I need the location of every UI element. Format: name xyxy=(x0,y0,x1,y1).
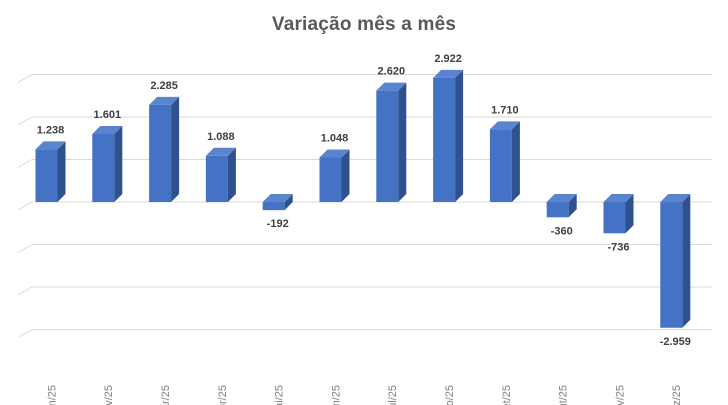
data-label: 2.922 xyxy=(434,53,462,65)
gridline xyxy=(17,159,712,168)
gridline xyxy=(17,329,712,338)
x-tick-label: abr/25 xyxy=(217,385,229,405)
data-label: 1.048 xyxy=(321,132,349,144)
data-label: 1.238 xyxy=(37,124,65,136)
gridline xyxy=(17,244,712,253)
x-axis: jan/25 fev/25 mar/25 abr/25 mai/25 jun/25 jul/… xyxy=(46,385,683,405)
data-label: -2.959 xyxy=(660,336,691,348)
data-labels: 1.238 1.601 2.285 1.088 -192 1.048 2.620 2.922 1… xyxy=(37,53,691,348)
bar xyxy=(92,125,123,202)
chart-title: Variação mês a mês xyxy=(271,14,457,35)
data-label: -360 xyxy=(551,225,573,237)
bars xyxy=(35,69,691,328)
data-label: 1.601 xyxy=(94,109,122,121)
bar xyxy=(376,82,407,202)
x-tick-label: mai/25 xyxy=(274,385,286,405)
data-label: 2.285 xyxy=(150,80,178,92)
gridline xyxy=(17,201,712,211)
bar xyxy=(205,147,236,202)
bar xyxy=(149,96,180,202)
x-tick-label: out/25 xyxy=(558,385,570,405)
data-label: -192 xyxy=(267,218,289,230)
gridline xyxy=(17,74,712,83)
bar xyxy=(603,194,634,234)
x-tick-label: mar/25 xyxy=(160,385,172,405)
data-label: 2.620 xyxy=(378,66,406,78)
data-label: -736 xyxy=(607,241,629,253)
x-tick-label: jul/25 xyxy=(387,385,399,405)
bar xyxy=(35,141,66,202)
bar xyxy=(546,194,577,218)
data-label: 1.710 xyxy=(491,104,519,116)
gridline xyxy=(17,286,712,296)
gridlines xyxy=(17,74,712,338)
bar xyxy=(433,69,464,202)
x-tick-label: set/25 xyxy=(501,385,513,405)
x-tick-label: fev/25 xyxy=(103,385,115,405)
bar xyxy=(319,149,350,202)
x-tick-label: dez/25 xyxy=(671,385,683,405)
x-tick-label: nov/25 xyxy=(614,385,626,405)
x-tick-label: jun/25 xyxy=(330,385,342,405)
x-tick-label: jan/25 xyxy=(46,385,58,405)
bar xyxy=(262,194,293,211)
gridline xyxy=(17,116,712,126)
x-tick-label: ago/25 xyxy=(444,385,456,405)
bar xyxy=(660,194,691,328)
bar xyxy=(489,121,520,202)
data-label: 1.088 xyxy=(207,131,235,143)
